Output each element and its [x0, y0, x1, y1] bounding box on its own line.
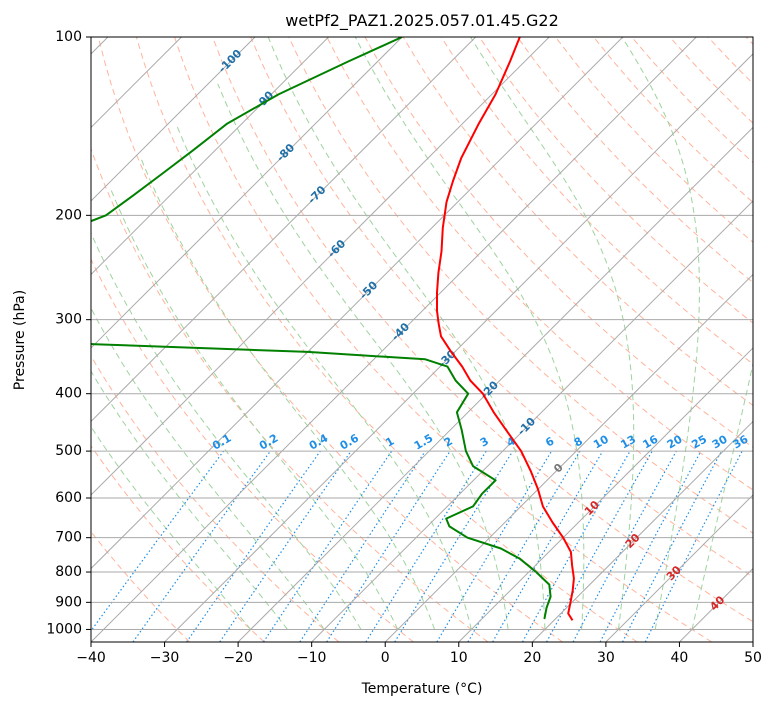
plot-frame	[90, 36, 754, 643]
y-tick-label: 1000	[46, 621, 82, 637]
isotherm-line	[531, 420, 753, 642]
y-tick-label: 800	[55, 564, 82, 580]
dry-adiabat-line	[250, 37, 753, 578]
mixing-ratio-line	[299, 450, 426, 642]
x-tick-label: 40	[671, 650, 689, 666]
mixing-ratio-line	[91, 450, 225, 632]
x-tick-label: 50	[744, 650, 762, 666]
isotherm-line	[164, 53, 753, 642]
y-tick-label: 900	[55, 594, 82, 610]
isotherm-line	[91, 37, 624, 570]
x-tick-label: 20	[523, 650, 541, 666]
y-axis-label: Pressure (hPa)	[12, 290, 28, 390]
x-tick-label: −40	[76, 650, 106, 666]
y-tick-label: 100	[55, 29, 82, 45]
dry-adiabat-line	[97, 37, 563, 642]
y-tick-label: 600	[55, 490, 82, 506]
dry-adiabat-line	[326, 37, 753, 491]
moist-adiabat-line	[691, 361, 753, 630]
isotherm-line	[237, 126, 753, 642]
diagram-background-lines	[91, 37, 753, 642]
dewpoint-profile-line	[91, 37, 552, 620]
axes: −40 −30 −20 −10 0 10 20 30 40 50 100 200 300 400 500 60…	[46, 29, 762, 666]
chart-title: wetPf2_PAZ1.2025.057.01.45.G22	[285, 11, 559, 31]
isotherm-line	[91, 37, 477, 423]
isotherm-line	[311, 200, 753, 642]
x-axis-label: Temperature (°C)	[361, 681, 483, 697]
isotherm-line	[91, 37, 550, 496]
x-tick-label: −30	[150, 650, 180, 666]
mixing-ratio-line	[219, 450, 352, 642]
y-tick-label: 400	[55, 386, 82, 402]
mixing-ratio-line	[365, 450, 487, 642]
dry-adiabat-line	[212, 37, 753, 623]
isotherm-line	[91, 37, 403, 349]
mixing-ratio-line	[326, 450, 451, 642]
x-tick-label: −20	[223, 650, 253, 666]
x-tick-label: 10	[450, 650, 468, 666]
moist-adiabat-line	[175, 123, 472, 630]
y-tick-label: 200	[55, 207, 82, 223]
dry-adiabat-line	[174, 37, 713, 642]
isotherm-line	[91, 37, 329, 276]
isotherm-line	[605, 494, 753, 642]
isotherm-line	[458, 347, 753, 642]
moist-adiabat-line	[267, 37, 546, 630]
dry-adiabat-line	[91, 258, 414, 642]
moist-adiabat-line	[91, 425, 252, 630]
x-tick-label: −10	[297, 650, 327, 666]
y-tick-label: 700	[55, 530, 82, 546]
moist-adiabat-line	[91, 370, 288, 630]
temperature-profile-line	[436, 37, 575, 621]
mixing-ratio-line	[394, 450, 514, 642]
x-tick-label: 30	[597, 650, 615, 666]
x-tick-label: 0	[381, 650, 390, 666]
moist-adiabat-line	[91, 307, 325, 630]
y-tick-label: 500	[55, 443, 82, 459]
dry-adiabat-line	[91, 355, 340, 642]
mixing-ratio-line	[521, 450, 631, 642]
isotherm-line	[384, 273, 753, 642]
isotherm-line	[91, 37, 697, 642]
mixing-ratio-line	[132, 450, 271, 642]
sounding-profiles	[91, 37, 575, 621]
mixing-ratio-line	[644, 450, 743, 642]
moist-adiabat-line	[470, 37, 635, 630]
dry-adiabat-line	[91, 445, 265, 642]
dry-adiabat-line	[135, 37, 638, 642]
isotherm-line	[91, 37, 256, 202]
y-tick-label: 300	[55, 312, 82, 328]
moist-adiabat-line	[109, 188, 399, 630]
dry-adiabat-line	[288, 37, 753, 534]
mixing-ratio-line	[546, 450, 653, 642]
mixing-ratio-line	[186, 450, 321, 642]
mixing-ratio-line	[262, 450, 393, 642]
moist-adiabat-line	[354, 37, 585, 630]
mixing-ratio-line	[572, 450, 677, 642]
moist-adiabat-line	[621, 37, 700, 630]
moist-adiabat-line	[217, 83, 509, 630]
